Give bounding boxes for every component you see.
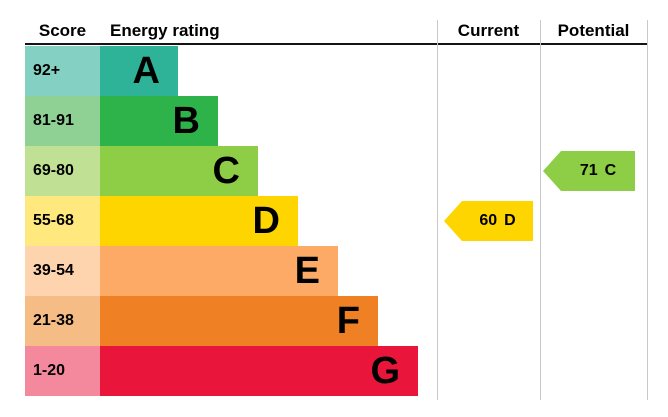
band-bar-d: D xyxy=(100,196,298,246)
band-score-cell: 39-54 xyxy=(25,246,100,296)
band-bar-g: G xyxy=(100,346,418,396)
header-score-label: Score xyxy=(38,21,87,40)
header-underline xyxy=(25,43,648,45)
column-divider-current-left xyxy=(437,20,438,400)
band-letter: E xyxy=(294,250,320,292)
band-bar-a: A xyxy=(100,46,178,96)
band-score-cell: 81-91 xyxy=(25,96,100,146)
band-row-a: 92+ A xyxy=(25,46,418,96)
header-potential-label: Potential xyxy=(557,21,630,40)
band-bar-c: C xyxy=(100,146,258,196)
band-score-cell: 1-20 xyxy=(25,346,100,396)
band-score-cell: 92+ xyxy=(25,46,100,96)
band-row-e: 39-54 E xyxy=(25,246,418,296)
band-bar-e: E xyxy=(100,246,338,296)
band-letter: A xyxy=(132,50,160,92)
band-row-d: 55-68 D xyxy=(25,196,418,246)
current-rating-arrow: 60 D xyxy=(444,201,533,241)
band-letter: F xyxy=(336,300,360,342)
potential-rating-value: 71 xyxy=(579,162,598,179)
band-row-b: 81-91 B xyxy=(25,96,418,146)
potential-rating-arrow: 71 C xyxy=(543,151,635,191)
band-row-g: 1-20 G xyxy=(25,346,418,396)
band-score-cell: 69-80 xyxy=(25,146,100,196)
band-score-cell: 55-68 xyxy=(25,196,100,246)
column-divider-current-potential xyxy=(540,20,541,400)
band-letter: D xyxy=(252,200,280,242)
band-letter: C xyxy=(212,150,240,192)
header-current-label: Current xyxy=(457,21,520,40)
header-energy-rating-label: Energy rating xyxy=(110,21,220,40)
current-rating-value: 60 xyxy=(479,212,498,229)
band-rows: 92+ A 81-91 B 69-80 C 55-68 D 39-54 xyxy=(25,46,418,396)
band-bar-f: F xyxy=(100,296,378,346)
band-score-cell: 21-38 xyxy=(25,296,100,346)
band-letter: B xyxy=(172,100,200,142)
column-divider-right-edge xyxy=(647,20,648,400)
band-row-c: 69-80 C xyxy=(25,146,418,196)
band-bar-b: B xyxy=(100,96,218,146)
current-rating-band: D xyxy=(504,212,516,229)
potential-rating-band: C xyxy=(604,162,617,179)
band-row-f: 21-38 F xyxy=(25,296,418,346)
band-letter: G xyxy=(370,350,400,392)
